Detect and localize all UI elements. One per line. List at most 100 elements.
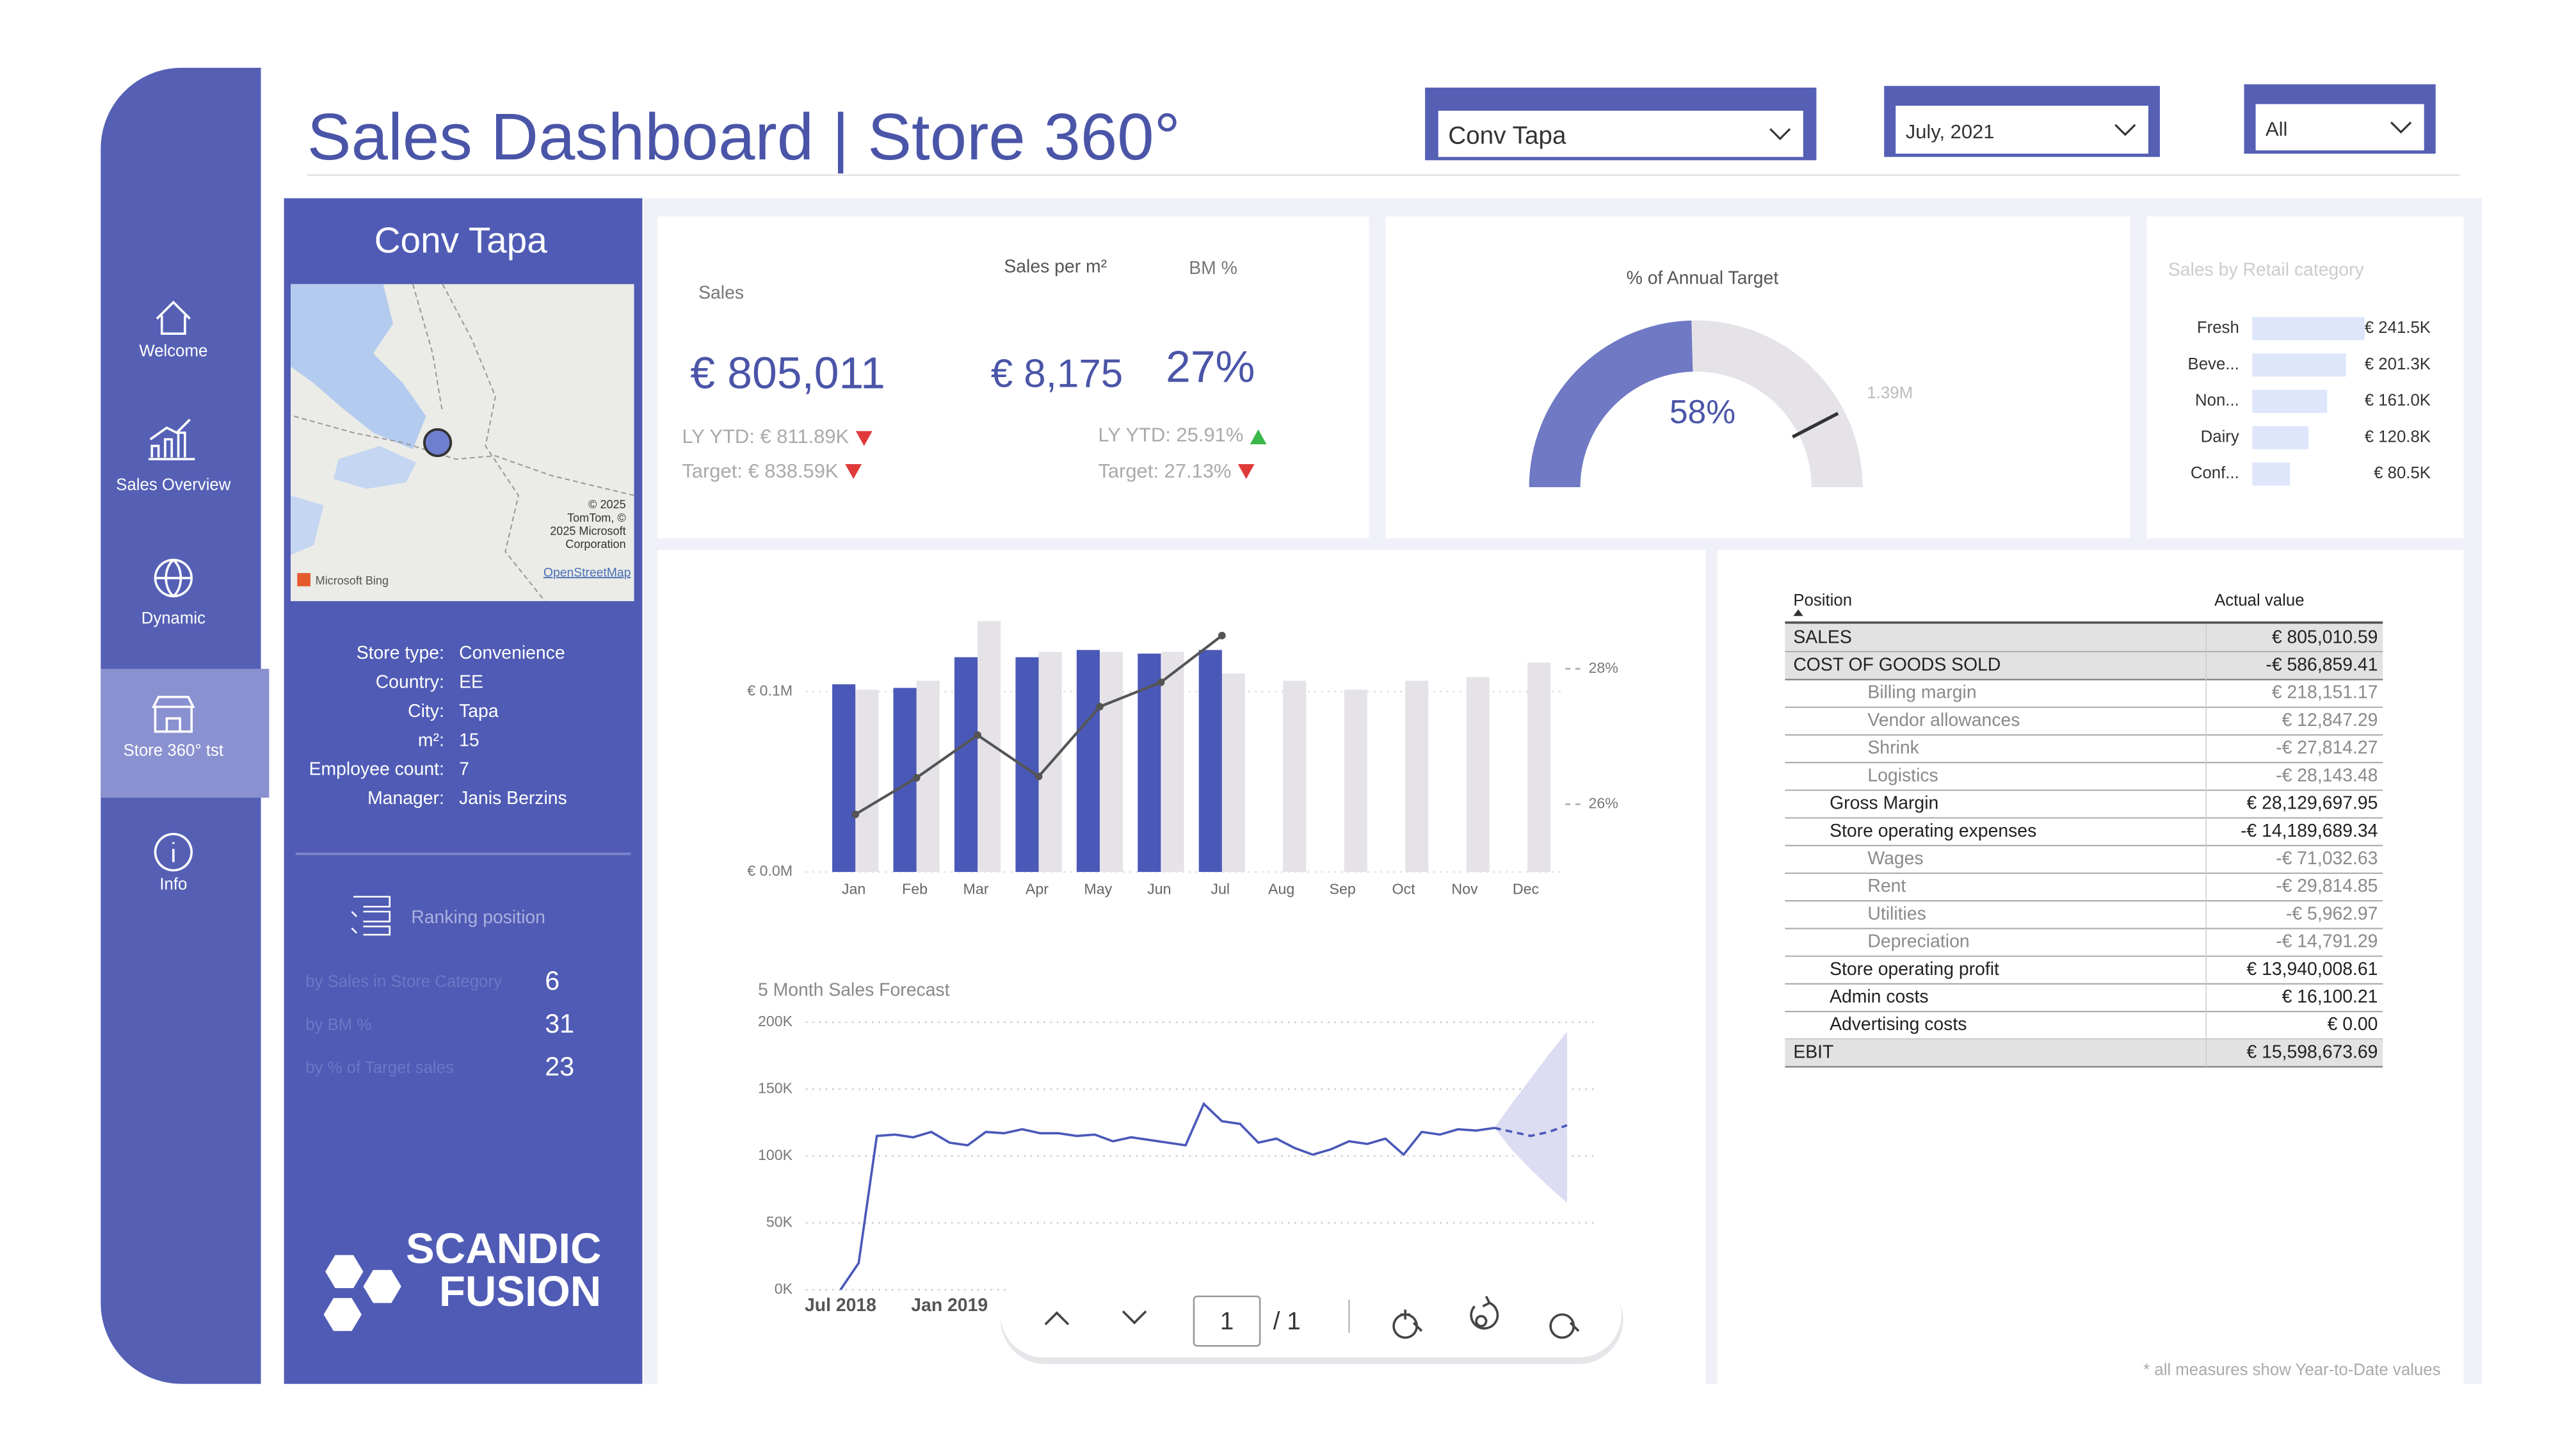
bar-value-label: € 120.8K xyxy=(2365,428,2431,446)
trend-down-icon xyxy=(855,431,873,446)
x-tick-label: May xyxy=(1084,881,1112,898)
line-point xyxy=(851,810,860,819)
pnl-panel xyxy=(1717,550,2464,1384)
detail-label: Store type: xyxy=(357,643,444,663)
map-brand-logo xyxy=(297,573,310,586)
nav-icon xyxy=(151,695,195,733)
footnote: * all measures show Year-to-Date values xyxy=(2143,1361,2440,1379)
bar xyxy=(2252,462,2290,486)
next-page-button[interactable] xyxy=(1122,1310,1147,1325)
detail-value: 7 xyxy=(459,759,469,780)
trend-up-icon xyxy=(1250,429,1267,444)
map-border xyxy=(293,284,634,602)
row-value: -€ 28,143.48 xyxy=(2276,765,2378,785)
nav-label: Sales Overview xyxy=(116,476,230,494)
page-input[interactable] xyxy=(1193,1295,1261,1347)
kpi-panel xyxy=(657,216,1369,539)
column-header: Actual value xyxy=(2214,592,2304,609)
detail-value: Tapa xyxy=(459,701,499,721)
kpi-value: € 8,175 xyxy=(991,352,1123,396)
page-toolbar xyxy=(1001,1271,1623,1364)
kpi-ly: LY YTD: € 811.89K xyxy=(682,425,849,447)
line-point xyxy=(1157,678,1165,686)
nav-icon xyxy=(149,419,195,461)
ranking-value: 23 xyxy=(545,1052,574,1081)
filter-dropdown[interactable] xyxy=(2244,84,2436,154)
kpi-value: 27% xyxy=(1166,341,1255,391)
gauge-target-label: 1.39M xyxy=(1867,384,1913,402)
row-label: Admin costs xyxy=(1830,987,1928,1007)
map-credit: © 2025 xyxy=(588,498,625,511)
nav-item[interactable] xyxy=(151,695,195,733)
detail-label: Employee count: xyxy=(309,759,444,780)
line-point xyxy=(974,731,981,739)
detail-value: Janis Berzins xyxy=(459,788,567,809)
prev-page-button[interactable] xyxy=(1044,1311,1070,1326)
chevron-icon xyxy=(1769,128,1791,140)
filter-dropdown[interactable] xyxy=(1884,86,2160,157)
logo-text: FUSION xyxy=(439,1268,601,1316)
x-tick-label: Sep xyxy=(1329,881,1355,898)
kpi-value: € 805,011 xyxy=(690,348,885,398)
ranking-title: Ranking position xyxy=(411,907,545,928)
ranking-icon xyxy=(351,896,391,936)
store-location xyxy=(423,428,453,457)
map-link: OpenStreetMap xyxy=(543,565,631,579)
y-tick-label: 0K xyxy=(775,1280,793,1297)
x-tick-label: Feb xyxy=(902,881,928,898)
x-tick-label: Jul xyxy=(1211,881,1230,898)
bar xyxy=(1344,689,1367,873)
nav-item[interactable] xyxy=(154,832,193,872)
category-label: Dairy xyxy=(2201,428,2239,446)
reset-zoom-button[interactable] xyxy=(1470,1296,1499,1330)
x-tick-label: Jan 2019 xyxy=(911,1295,988,1316)
row-value: -€ 27,814.27 xyxy=(2276,737,2378,758)
category-label: Non... xyxy=(2195,392,2239,410)
row-label: Utilities xyxy=(1867,903,1926,924)
x-tick-label: Nov xyxy=(1451,881,1478,898)
map-water xyxy=(334,446,417,489)
y-tick-label: 200K xyxy=(758,1013,793,1029)
y-tick-label: € 0.0M xyxy=(747,862,793,879)
row-value: -€ 29,814.85 xyxy=(2276,876,2378,896)
row-label: Gross Margin xyxy=(1830,793,1938,814)
gauge-target-marker xyxy=(1792,412,1839,439)
bar xyxy=(1527,663,1551,873)
zoom-in-button[interactable] xyxy=(1392,1309,1423,1339)
row-label: Rent xyxy=(1867,876,1906,896)
row-label: Vendor allowances xyxy=(1867,710,2020,730)
map-water xyxy=(290,495,324,555)
nav-icon xyxy=(154,558,193,598)
bar xyxy=(2252,317,2365,341)
bar xyxy=(855,689,879,873)
nav-item[interactable] xyxy=(154,558,193,598)
chart-title: Sales by Retail category xyxy=(2168,260,2365,280)
detail-label: m²: xyxy=(418,730,444,750)
logo-shape xyxy=(323,1298,362,1332)
trend-down-icon xyxy=(845,463,862,479)
ranking-label: by % of Target sales xyxy=(305,1059,454,1077)
search-button[interactable] xyxy=(1549,1313,1580,1339)
detail-value: EE xyxy=(459,672,483,692)
map-water xyxy=(290,284,426,449)
ranking-label: by BM % xyxy=(305,1016,371,1034)
x-tick-label: Jul 2018 xyxy=(805,1295,876,1316)
category-label: Fresh xyxy=(2197,319,2239,337)
kpi-label: Sales per m² xyxy=(1004,256,1107,277)
nav-label: Info xyxy=(159,876,187,894)
forecast-line xyxy=(1494,1124,1568,1138)
y-tick-label: 50K xyxy=(766,1213,793,1230)
detail-label: Manager: xyxy=(367,788,444,809)
row-value: € 15,598,673.69 xyxy=(2246,1042,2378,1062)
ranking-value: 31 xyxy=(545,1009,574,1038)
bar xyxy=(978,621,1001,873)
nav-item[interactable] xyxy=(149,419,195,461)
nav-item[interactable] xyxy=(156,300,191,335)
row-shade xyxy=(1785,624,2383,652)
bar xyxy=(1221,673,1245,873)
row-value: -€ 586,859.41 xyxy=(2266,655,2378,675)
x-tick-label: Mar xyxy=(963,881,988,898)
filter-dropdown[interactable] xyxy=(1425,87,1817,161)
row-label: Depreciation xyxy=(1867,931,1969,952)
